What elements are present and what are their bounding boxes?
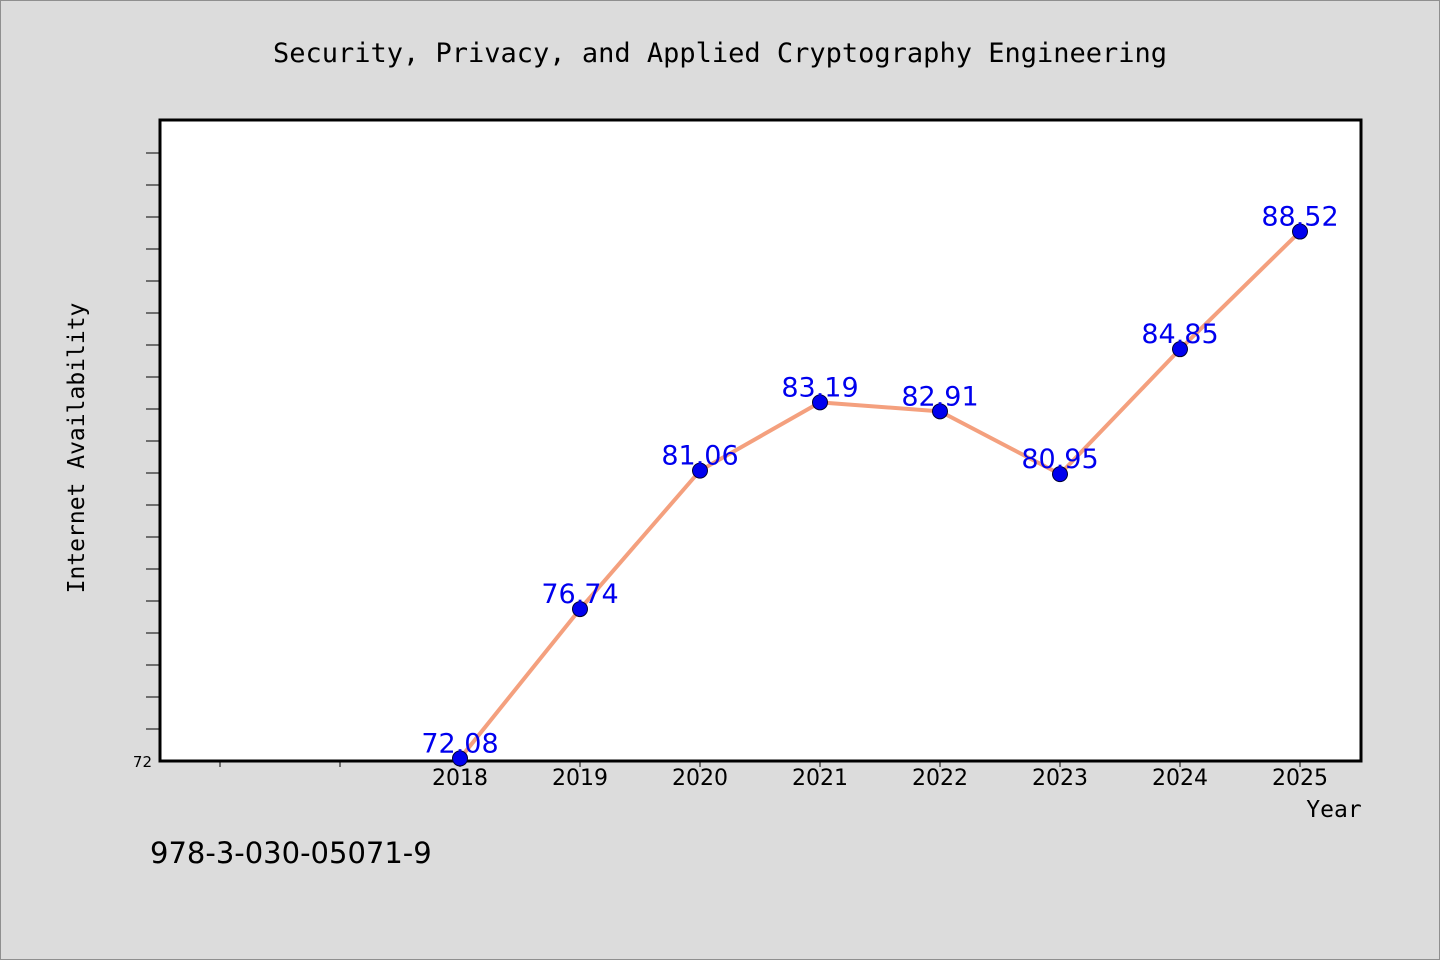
data-labels: 72.08 76.74 81.06 83.19 82.91 80.95 84.85 88.52	[421, 202, 1338, 760]
data-label: 84.85	[1141, 319, 1218, 350]
x-tick-label: 2025	[1272, 766, 1328, 791]
data-label: 83.19	[781, 372, 858, 403]
data-point-marker	[1292, 223, 1308, 240]
x-tick-label: 2020	[672, 766, 728, 791]
x-axis-label: Year	[1306, 797, 1361, 823]
x-tick-label: 2022	[912, 766, 968, 791]
footnote-isbn: 978-3-030-05071-9	[150, 836, 432, 870]
series-line	[458, 229, 1302, 761]
y-axis-label: Internet Availability	[64, 303, 90, 594]
y-tick-label: 72	[133, 753, 152, 771]
data-label: 72.08	[421, 728, 498, 759]
chart-title: Security, Privacy, and Applied Cryptogra…	[273, 38, 1167, 69]
data-point-marker	[692, 462, 708, 479]
x-tick-label: 2021	[792, 766, 848, 791]
axes: 72 2018 2019 2020 2021 2022 2023 2024 2025	[133, 152, 1328, 791]
data-point-marker	[572, 601, 588, 618]
x-tick-label: 2019	[552, 766, 608, 791]
data-label: 80.95	[1021, 444, 1098, 475]
x-tick-label: 2024	[1152, 766, 1208, 791]
data-point-marker	[932, 403, 948, 420]
data-point-marker	[1052, 466, 1068, 483]
data-label: 82.91	[901, 381, 978, 412]
data-label: 81.06	[661, 441, 738, 472]
data-point-marker	[1172, 341, 1188, 358]
data-point-marker	[452, 750, 468, 767]
x-tick-label: 2023	[1032, 766, 1088, 791]
x-tick-label: 2018	[432, 766, 488, 791]
plot-area	[158, 118, 1363, 763]
data-point-marker	[812, 394, 828, 411]
data-label: 76.74	[541, 579, 618, 610]
data-label: 88.52	[1261, 202, 1338, 233]
series-group	[452, 223, 1308, 767]
